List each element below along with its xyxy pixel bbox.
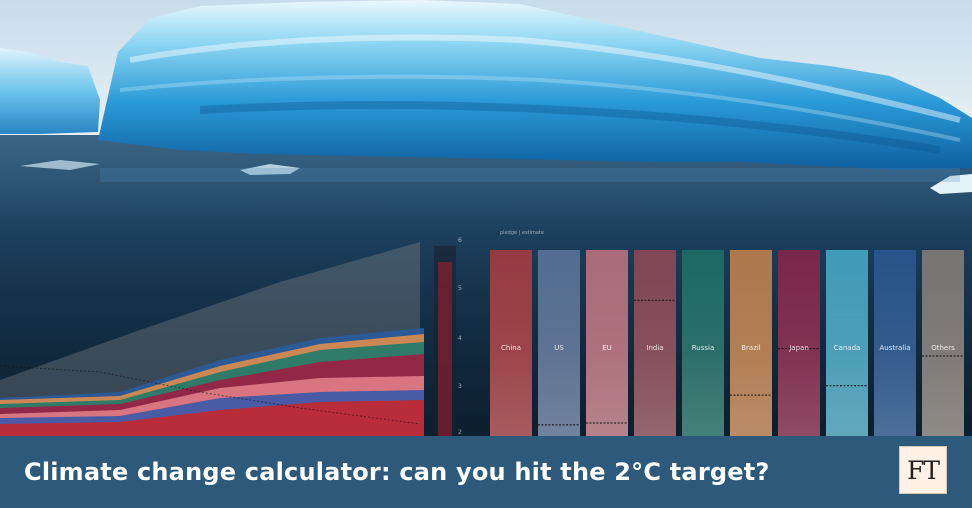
bar-shade-russia — [682, 250, 724, 436]
axis-tick-2: 2 — [458, 429, 462, 436]
bar-label-china: China — [501, 344, 521, 352]
bar-label-australia: Australia — [880, 344, 911, 352]
bar-shade-japan — [778, 250, 820, 436]
axis-tick-4: 4 — [458, 335, 462, 342]
bar-shade-australia — [874, 250, 916, 436]
bar-label-india: India — [646, 344, 663, 352]
bar-label-eu: EU — [602, 344, 612, 352]
iceberg-small — [0, 48, 100, 134]
country-bars: China US EU India Russia Brazil Japan Canada Aus… — [490, 250, 964, 436]
emissions-area-chart — [0, 242, 424, 436]
bar-label-us: US — [554, 344, 564, 352]
axis-tick-5: 5 — [458, 285, 462, 292]
bar-label-others: Others — [931, 344, 955, 352]
bar-shade-others — [922, 250, 964, 436]
bar-label-canada: Canada — [834, 344, 861, 352]
bar-shade-eu — [586, 250, 628, 436]
axis-tick-6: 6 — [458, 237, 462, 244]
chart-header: pledge | estimate — [500, 230, 544, 236]
bar-shade-canada — [826, 250, 868, 436]
headline: Climate change calculator: can you hit t… — [24, 458, 770, 486]
bar-shade-brazil — [730, 250, 772, 436]
headline-banner: Climate change calculator: can you hit t… — [0, 436, 972, 508]
bar-shade-china — [490, 250, 532, 436]
iceberg-scene: 6 5 4 3 2 pledge | estimate China US EU India R… — [0, 0, 972, 436]
bar-shade-india — [634, 250, 676, 436]
iceberg-main — [98, 0, 972, 170]
bar-label-japan: Japan — [788, 344, 809, 352]
bar-shade-us — [538, 250, 580, 436]
ft-logo[interactable]: FT — [899, 446, 947, 494]
bar-label-brazil: Brazil — [741, 344, 761, 352]
axis-tick-3: 3 — [458, 383, 462, 390]
temperature-axis: 6 5 4 3 2 — [434, 237, 462, 436]
bar-label-russia: Russia — [692, 344, 715, 352]
